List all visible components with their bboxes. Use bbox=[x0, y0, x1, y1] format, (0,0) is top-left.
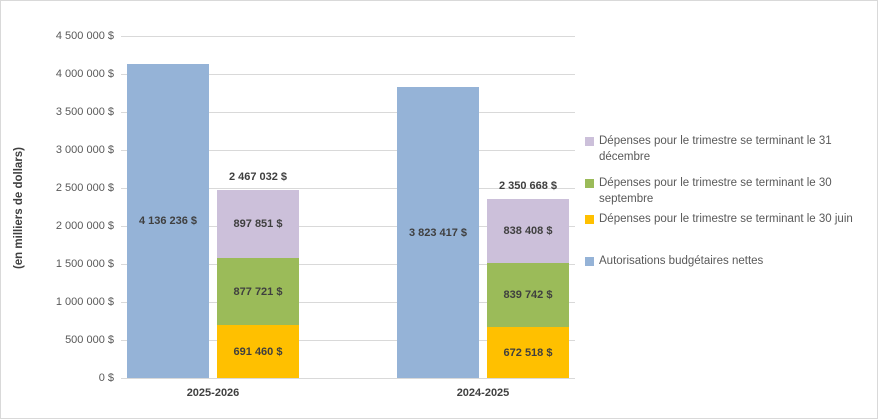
bar-value-label: 877 721 $ bbox=[233, 285, 283, 298]
bar-value-label: 672 518 $ bbox=[503, 346, 553, 359]
y-axis-title: (en milliers de dollars) bbox=[13, 146, 25, 270]
bar-segment-q2-2024-2025: 839 742 $ bbox=[487, 263, 569, 327]
y-tick-label: 3 500 000 $ bbox=[55, 106, 114, 118]
bar-authorizations-2025-2026: 4 136 236 $ bbox=[127, 64, 209, 378]
legend-item-net-authorizations: Autorisations budgétaires nettes bbox=[585, 253, 873, 269]
gridline bbox=[121, 36, 575, 37]
x-category-label-2025-2026: 2025-2026 bbox=[186, 387, 240, 399]
bar-segment-q1-2025-2026: 691 460 $ bbox=[217, 325, 299, 378]
legend-swatch-purple-icon bbox=[585, 137, 594, 146]
bar-authorizations-2024-2025: 3 823 417 $ bbox=[397, 87, 479, 378]
legend-swatch-yellow-icon bbox=[585, 215, 594, 224]
gridline bbox=[121, 74, 575, 75]
gridline bbox=[121, 302, 575, 303]
y-tick-label: 500 000 $ bbox=[65, 334, 114, 346]
y-tick-label: 0 $ bbox=[98, 372, 114, 384]
bar-segment-q1-2024-2025: 672 518 $ bbox=[487, 327, 569, 378]
x-category-label-2024-2025: 2024-2025 bbox=[456, 387, 510, 399]
legend-item-q2-september: Dépenses pour le trimestre se terminant … bbox=[585, 175, 873, 207]
y-tick-label: 1 000 000 $ bbox=[55, 296, 114, 308]
y-tick-label: 4 500 000 $ bbox=[55, 30, 114, 42]
legend-item-label: Dépenses pour le trimestre se terminant … bbox=[599, 213, 853, 225]
bar-value-label: 897 851 $ bbox=[233, 218, 283, 230]
bar-value-label: 3 823 417 $ bbox=[408, 226, 468, 239]
legend-item-label: Dépenses pour le trimestre se terminant … bbox=[599, 177, 832, 205]
y-tick-label: 1 500 000 $ bbox=[55, 258, 114, 270]
legend-swatch-blue-icon bbox=[585, 257, 594, 266]
legend-item-q3-december: Dépenses pour le trimestre se terminant … bbox=[585, 133, 873, 165]
bar-segment-q2-2025-2026: 877 721 $ bbox=[217, 258, 299, 325]
legend: Dépenses pour le trimestre se terminant … bbox=[585, 1, 873, 418]
legend-item-q1-june: Dépenses pour le trimestre se terminant … bbox=[585, 211, 873, 227]
bar-value-label: 839 742 $ bbox=[503, 289, 553, 301]
legend-swatch-green-icon bbox=[585, 179, 594, 188]
y-tick-label: 3 000 000 $ bbox=[55, 144, 114, 156]
x-axis-baseline bbox=[121, 378, 575, 379]
gridline bbox=[121, 340, 575, 341]
y-tick-label: 2 000 000 $ bbox=[55, 220, 114, 232]
bar-value-label: 838 408 $ bbox=[503, 225, 553, 237]
bar-segment-q3-2025-2026: 897 851 $ bbox=[217, 190, 299, 258]
legend-item-label: Dépenses pour le trimestre se terminant … bbox=[599, 135, 832, 163]
gridline bbox=[121, 112, 575, 113]
stack-total-label-2025-2026: 2 467 032 $ bbox=[228, 171, 288, 183]
bar-value-label: 691 460 $ bbox=[233, 345, 283, 358]
gridline bbox=[121, 264, 575, 265]
stack-total-label-2024-2025: 2 350 668 $ bbox=[498, 180, 558, 192]
legend-item-label: Autorisations budgétaires nettes bbox=[599, 255, 764, 267]
gridline bbox=[121, 226, 575, 227]
gridline bbox=[121, 150, 575, 151]
y-tick-label: 2 500 000 $ bbox=[55, 182, 114, 194]
bar-segment-q3-2024-2025: 838 408 $ bbox=[487, 199, 569, 263]
bar-value-label: 4 136 236 $ bbox=[138, 215, 198, 227]
gridline bbox=[121, 188, 575, 189]
y-tick-label: 4 000 000 $ bbox=[55, 68, 114, 80]
